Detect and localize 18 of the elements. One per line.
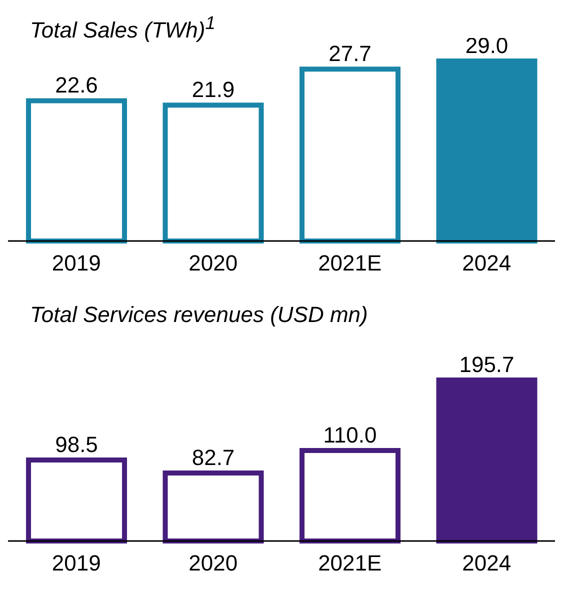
data-label: 22.6 (55, 72, 98, 98)
x-tick-label: 2019 (52, 250, 101, 276)
x-tick-label: 2019 (52, 550, 101, 576)
chart-title: Total Sales (TWh)$^{1}$ (30, 12, 216, 42)
x-tick-label: 2024 (462, 250, 512, 276)
x-tick-label: 2021E (318, 250, 382, 276)
x-tick-label: 2024 (462, 550, 512, 576)
data-label: 98.5 (55, 432, 98, 457)
x-tick-label: 2020 (188, 250, 238, 276)
data-label: 29.0 (465, 33, 508, 58)
chart-title: Total Services revenues (USD mn) (29, 301, 369, 329)
data-label: 27.7 (328, 41, 372, 66)
data-label: 82.7 (192, 444, 235, 470)
x-tick-label: 2021E (318, 550, 382, 576)
data-label: 110.0 (323, 422, 377, 448)
x-tick-label: 2020 (188, 550, 238, 576)
data-label: 195.7 (459, 352, 514, 377)
data-label: 21.9 (192, 77, 235, 102)
